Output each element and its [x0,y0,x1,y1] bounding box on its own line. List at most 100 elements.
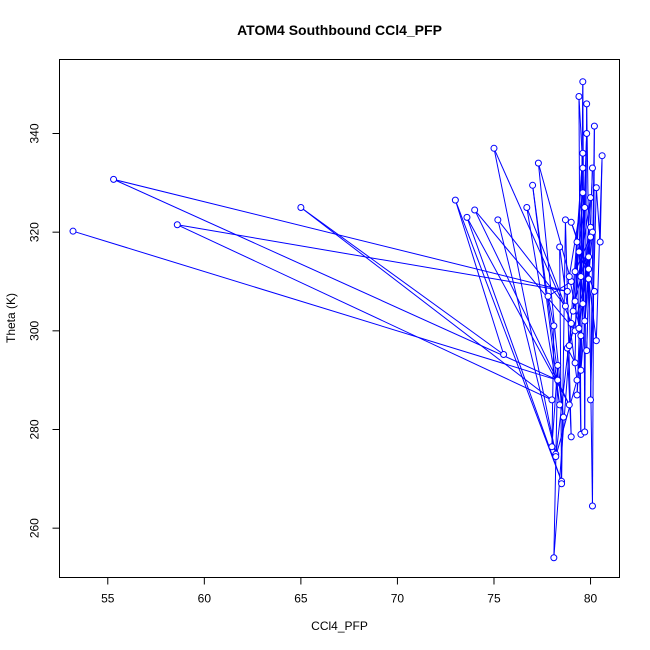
data-point [577,273,585,281]
series-segment [578,251,586,322]
data-point [567,319,575,327]
series-segment [547,296,555,326]
series-segment [576,197,592,396]
data-point [567,433,575,441]
data-point [523,204,531,211]
data-point [560,413,567,421]
data-point [561,216,569,224]
data-point [554,376,562,384]
x-tick-label: 75 [487,592,501,606]
y-tick-label: 280 [28,419,42,439]
series-segment [466,217,563,482]
series-segment [474,209,576,332]
data-point [585,265,593,273]
data-point [567,218,575,226]
data-point [571,359,579,367]
series-segment [72,230,558,381]
data-point [575,324,583,332]
data-point [490,144,498,152]
series-segment [553,365,559,558]
data-point [581,428,589,436]
x-tick-label: 70 [391,592,405,606]
data-point [548,396,556,404]
series-segment [588,278,597,341]
data-point [550,322,558,330]
series-segment [564,219,572,437]
data-point [548,443,556,451]
data-point [500,351,508,359]
series-segment [300,207,553,401]
series-segment [454,199,563,482]
y-axis: 260 280 300 320 340 [28,123,60,538]
data-point [561,302,569,310]
series-points [69,78,606,562]
data-point [544,292,552,300]
data-point [569,307,577,315]
data-point [590,122,598,130]
data-point [581,204,589,211]
data-point [579,189,587,197]
data-point [173,221,181,229]
data-point [451,196,459,204]
x-tick-label: 55 [101,592,115,606]
data-point [575,248,583,256]
series-segment [497,219,566,307]
data-point [579,300,587,308]
data-point [552,453,560,461]
data-point [556,243,564,251]
data-point [69,227,77,235]
data-point [583,347,591,355]
y-tick-label: 320 [28,222,42,242]
series-segment [574,192,584,302]
data-point [592,337,600,345]
series-segment [576,133,588,395]
series-segment [466,217,570,406]
series-segment [590,126,595,400]
series-segment [493,148,557,455]
data-point [565,342,573,350]
data-point [110,175,118,183]
series-segment [595,155,603,341]
data-point [585,253,593,261]
series-segment [568,192,584,277]
data-point [588,164,596,172]
y-tick-label: 260 [28,518,42,538]
x-tick-label: 65 [294,592,308,606]
series-segment [586,103,593,506]
data-point [579,78,587,86]
series-segment [300,207,504,355]
data-point [534,159,542,167]
data-point [573,376,581,384]
data-point [573,391,581,399]
series-segment [177,224,568,292]
data-point [587,396,595,404]
data-point [529,181,537,189]
series-segment [177,224,553,401]
series-segment [526,207,561,405]
series-segment [493,148,576,332]
series-segment [537,162,572,282]
data-point [571,268,579,276]
series-segment [580,81,584,277]
series-segment [113,178,568,292]
data-point [556,401,564,409]
data-point [592,184,600,192]
series-segment [454,199,505,355]
data-point [583,130,591,137]
data-point [596,238,604,246]
data-point [471,206,479,214]
data-point [554,361,562,369]
plot-frame [59,59,620,578]
y-tick-label: 340 [28,123,42,143]
data-point [575,93,583,100]
chart-title: ATOM4 Southbound CCl4_PFP [237,22,442,38]
x-tick-label: 80 [584,592,598,606]
data-point [563,287,571,295]
data-point [577,366,585,374]
series-segment [497,219,557,455]
series-segment [574,236,592,302]
data-point [573,238,581,246]
data-point [565,401,573,409]
data-point [585,275,593,283]
